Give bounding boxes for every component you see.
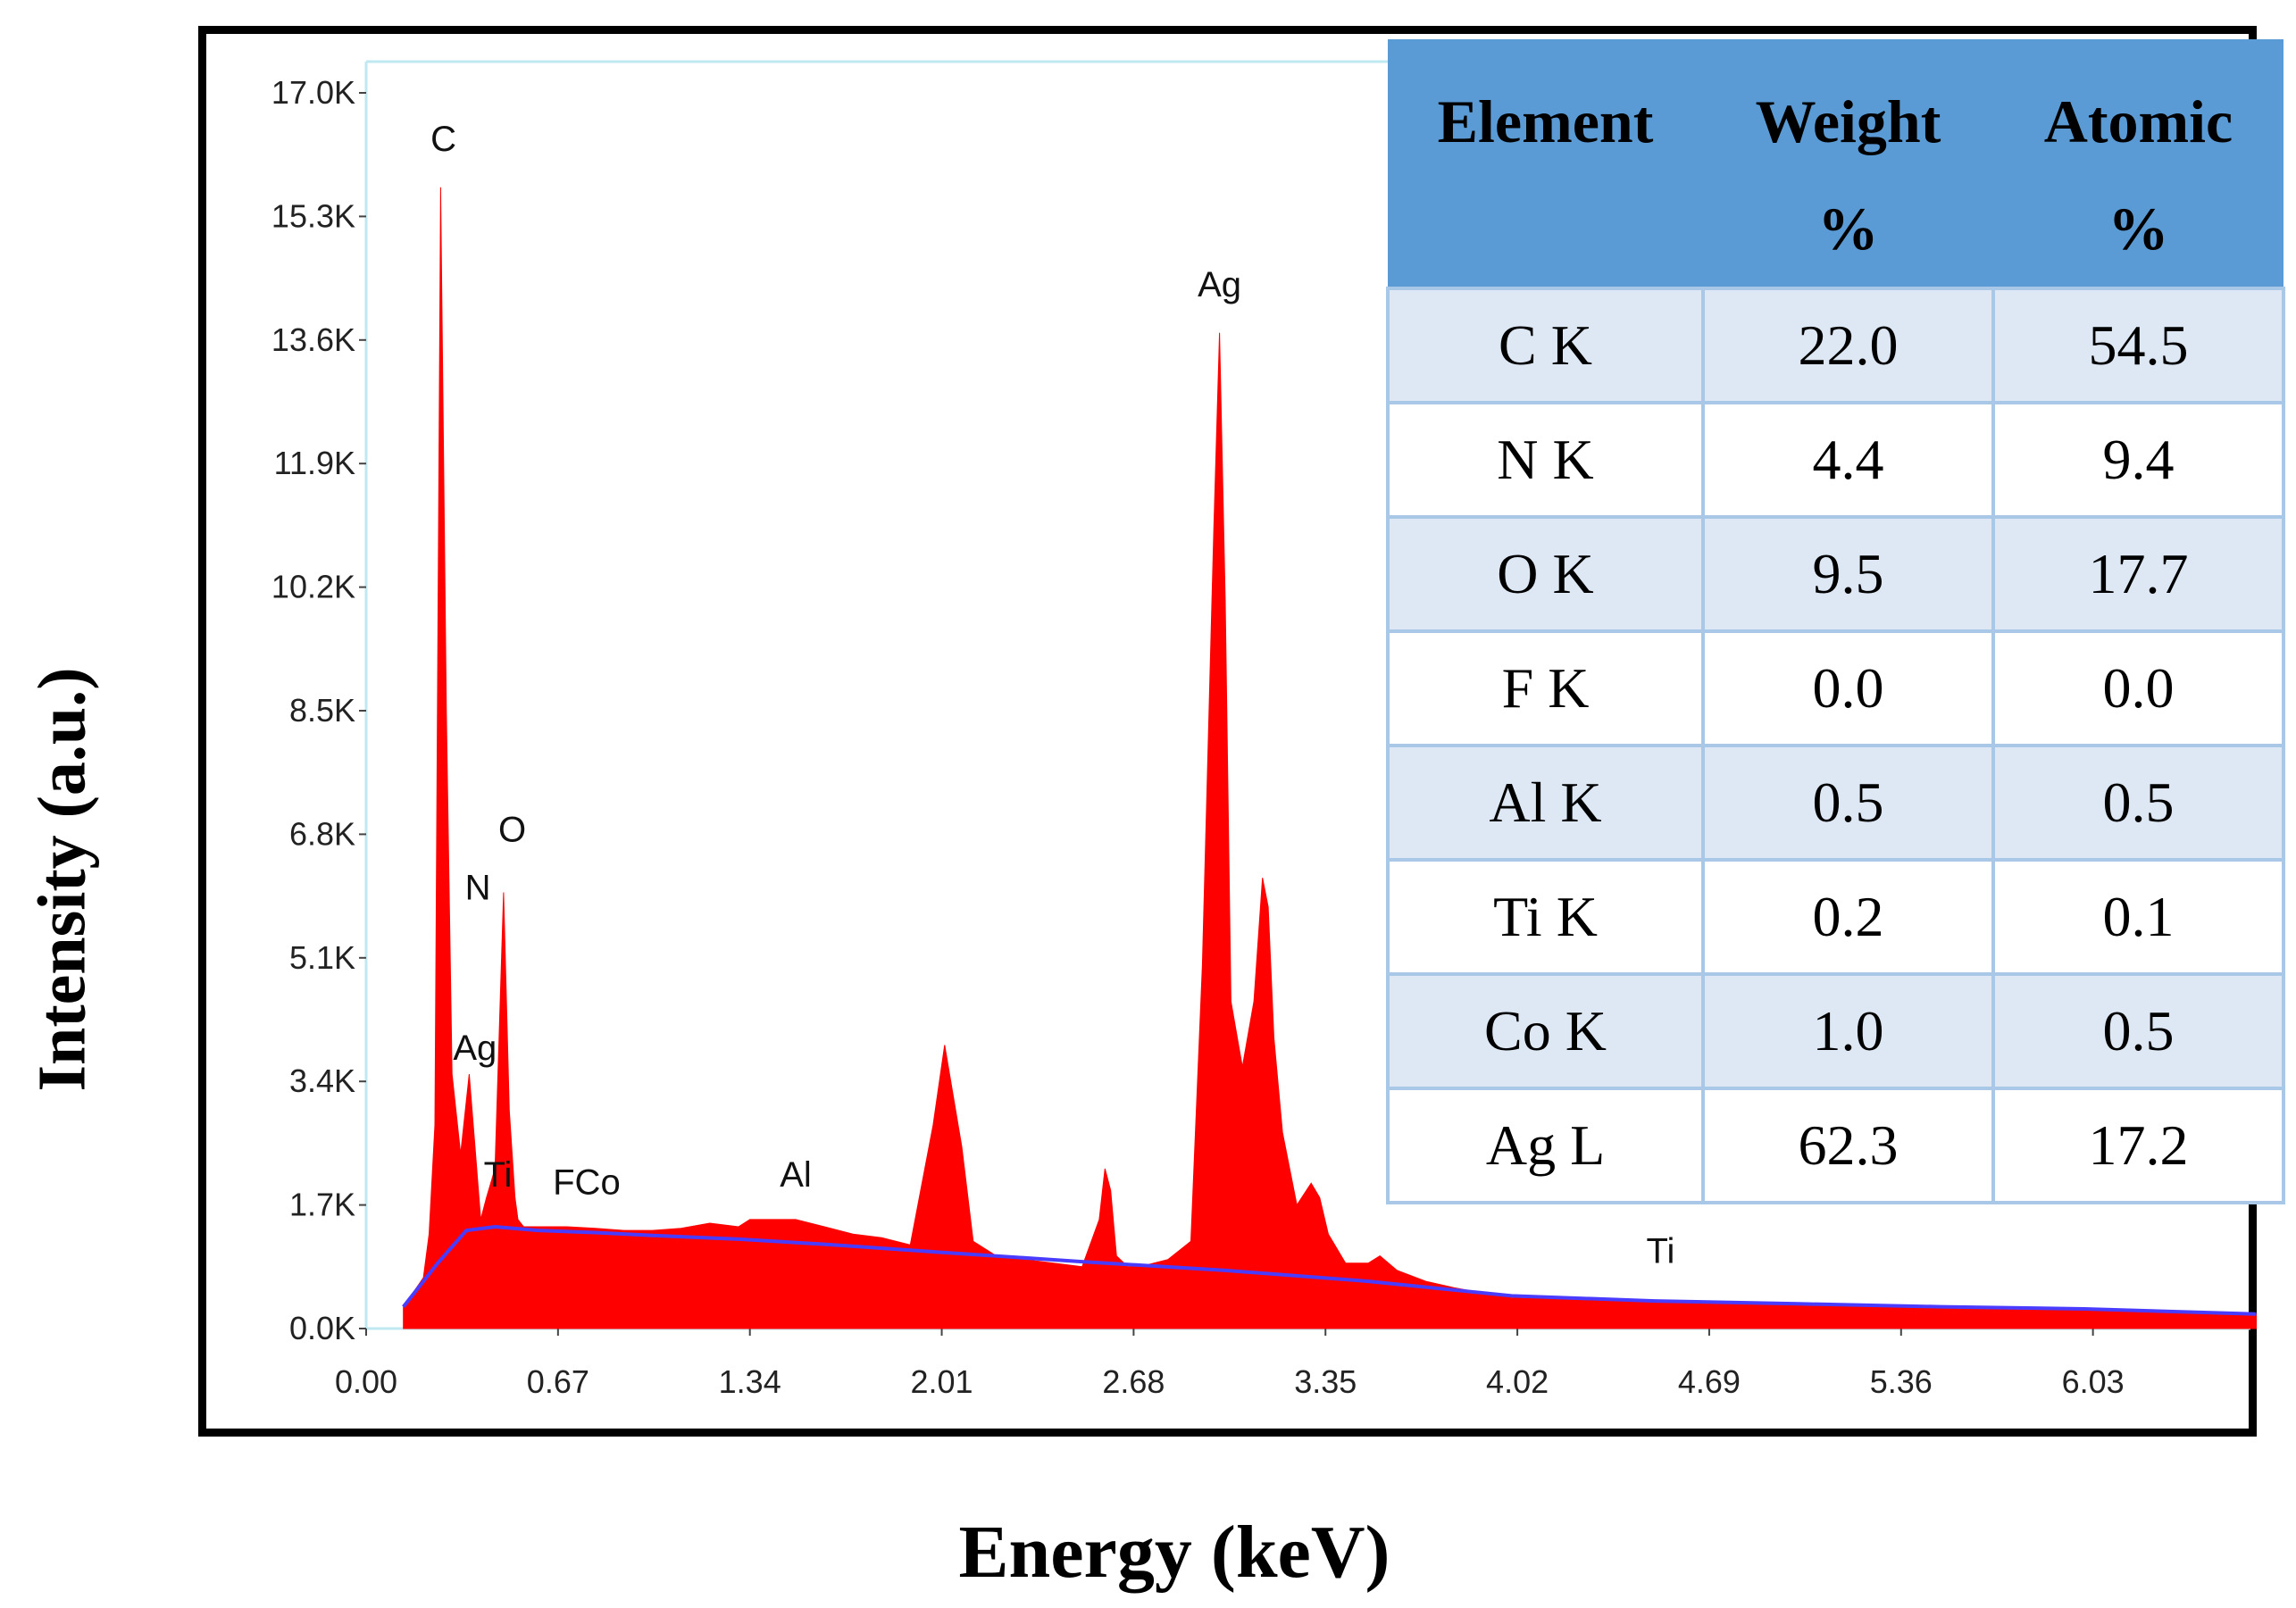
cell-weight: 1.0 <box>1701 972 1995 1090</box>
x-tick-label: 0.00 <box>335 1363 397 1400</box>
header-weight: Weight% <box>1703 39 1993 288</box>
y-tick-label: 10.2K <box>271 569 355 605</box>
cell-element: F K <box>1386 629 1705 747</box>
cell-element: C K <box>1386 287 1705 404</box>
composition-table: Element Weight% Atomic% C K 22.0 54.5 N K 4.… <box>1386 39 2285 1204</box>
cell-atomic: 0.1 <box>1991 858 2285 976</box>
cell-element: Ti K <box>1386 858 1705 976</box>
header-element: Element <box>1388 39 1703 288</box>
cell-weight: 0.0 <box>1701 629 1995 747</box>
y-tick-label: 1.7K <box>289 1187 355 1223</box>
cell-element: Ag L <box>1386 1087 1705 1204</box>
cell-weight: 9.5 <box>1701 515 1995 633</box>
y-tick-label: 3.4K <box>289 1062 355 1099</box>
cell-element: N K <box>1386 401 1705 519</box>
cell-atomic: 0.5 <box>1991 972 2285 1090</box>
peak-label: N <box>465 869 491 908</box>
cell-atomic: 9.4 <box>1991 401 2285 519</box>
y-tick-label: 8.5K <box>289 692 355 729</box>
x-tick-label: 6.03 <box>2062 1363 2125 1400</box>
cell-element: Co K <box>1386 972 1705 1090</box>
peak-label: Al <box>780 1155 812 1195</box>
peak-label: Ag <box>453 1029 497 1068</box>
x-tick-label: 4.69 <box>1678 1363 1741 1400</box>
table-row: F K 0.0 0.0 <box>1386 629 2285 747</box>
peak-label: FCo <box>553 1162 621 1202</box>
cell-atomic: 0.5 <box>1991 744 2285 862</box>
y-tick-label: 17.0K <box>271 74 355 111</box>
x-tick-label: 0.67 <box>527 1363 589 1400</box>
x-tick-label: 4.02 <box>1486 1363 1549 1400</box>
background-line <box>402 1224 2257 1316</box>
y-tick-label: 13.6K <box>271 321 355 358</box>
table-header-row: Element Weight% Atomic% <box>1388 39 2283 288</box>
table-row: N K 4.4 9.4 <box>1386 401 2285 519</box>
x-axis-title: Energy (keV) <box>958 1511 1390 1594</box>
y-axis-title: Intensity (a.u.) <box>24 667 100 1092</box>
table-row: Al K 0.5 0.5 <box>1386 744 2285 862</box>
x-tick-label: 2.01 <box>911 1363 973 1400</box>
y-tick-label: 0.0K <box>289 1310 355 1346</box>
table-row: C K 22.0 54.5 <box>1386 287 2285 404</box>
peak-label: O <box>498 811 526 850</box>
peak-label: Ag <box>1198 265 1241 304</box>
x-tick-label: 2.68 <box>1102 1363 1165 1400</box>
header-atomic: Atomic% <box>1993 39 2283 288</box>
cell-weight: 62.3 <box>1701 1087 1995 1204</box>
peak-label: Ti <box>1647 1232 1675 1271</box>
cell-weight: 0.2 <box>1701 858 1995 976</box>
peak-label: Ti <box>484 1155 513 1195</box>
cell-atomic: 0.0 <box>1991 629 2285 747</box>
y-tick-label: 11.9K <box>274 445 355 481</box>
cell-weight: 22.0 <box>1701 287 1995 404</box>
y-tick-label: 5.1K <box>289 939 355 976</box>
x-tick-label: 5.36 <box>1870 1363 1933 1400</box>
x-tick-label: 1.34 <box>719 1363 781 1400</box>
table-row: Ti K 0.2 0.1 <box>1386 858 2285 976</box>
x-tick-label: 3.35 <box>1294 1363 1357 1400</box>
cell-atomic: 17.2 <box>1991 1087 2285 1204</box>
table-row: O K 9.5 17.7 <box>1386 515 2285 633</box>
cell-weight: 0.5 <box>1701 744 1995 862</box>
peak-label: C <box>430 120 456 159</box>
cell-atomic: 54.5 <box>1991 287 2285 404</box>
cell-element: Al K <box>1386 744 1705 862</box>
cell-atomic: 17.7 <box>1991 515 2285 633</box>
cell-weight: 4.4 <box>1701 401 1995 519</box>
y-tick-label: 15.3K <box>271 197 355 234</box>
table-row: Ag L 62.3 17.2 <box>1386 1087 2285 1204</box>
table-row: Co K 1.0 0.5 <box>1386 972 2285 1090</box>
cell-element: O K <box>1386 515 1705 633</box>
y-tick-label: 6.8K <box>289 815 355 852</box>
